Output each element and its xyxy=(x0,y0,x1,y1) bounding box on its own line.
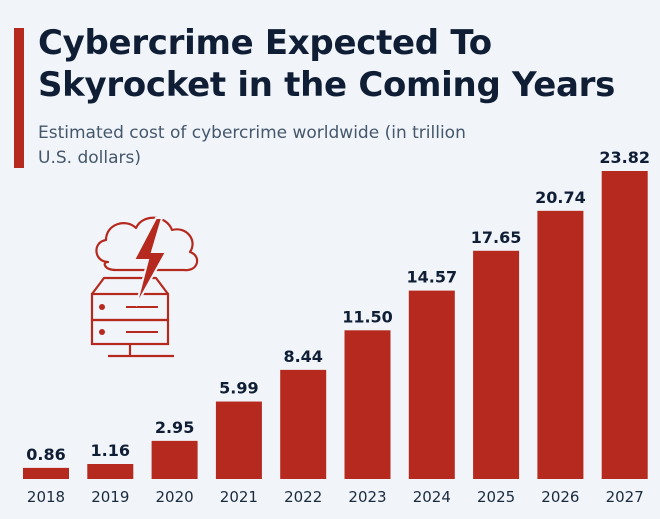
value-label-2024: 14.57 xyxy=(406,268,457,287)
bar-2025 xyxy=(473,250,520,479)
bar-2018 xyxy=(23,467,69,479)
x-tick-2026: 2026 xyxy=(541,488,579,506)
value-label-2018: 0.86 xyxy=(26,445,65,464)
x-tick-2019: 2019 xyxy=(91,488,129,506)
bar-2022 xyxy=(280,369,327,479)
bar-2027 xyxy=(601,171,648,479)
title-accent-bar xyxy=(14,28,24,168)
bar-2026 xyxy=(537,210,584,479)
value-label-2025: 17.65 xyxy=(471,228,522,247)
value-label-2023: 11.50 xyxy=(342,307,393,326)
bar-2023 xyxy=(344,330,391,479)
x-tick-2027: 2027 xyxy=(606,488,644,506)
bar-2021 xyxy=(215,401,262,479)
bar-2024 xyxy=(408,290,455,479)
value-label-2027: 23.82 xyxy=(599,148,650,167)
chart-subtitle: Estimated cost of cybercrime worldwide (… xyxy=(38,123,466,168)
value-label-2020: 2.95 xyxy=(155,418,194,437)
cloud-server-lightning-icon xyxy=(90,216,199,358)
x-tick-2021: 2021 xyxy=(220,488,258,506)
x-tick-2025: 2025 xyxy=(477,488,515,506)
bar-2020 xyxy=(151,440,198,479)
x-tick-2024: 2024 xyxy=(413,488,451,506)
value-label-2021: 5.99 xyxy=(219,379,258,398)
bar-2019 xyxy=(87,464,134,479)
x-tick-2023: 2023 xyxy=(348,488,386,506)
value-label-2022: 8.44 xyxy=(283,347,322,366)
chart-title: Cybercrime Expected To Skyrocket in the … xyxy=(38,23,616,105)
x-tick-2022: 2022 xyxy=(284,488,322,506)
x-tick-2020: 2020 xyxy=(156,488,194,506)
x-tick-2018: 2018 xyxy=(27,488,65,506)
value-label-2019: 1.16 xyxy=(91,441,130,460)
value-label-2026: 20.74 xyxy=(535,188,586,207)
